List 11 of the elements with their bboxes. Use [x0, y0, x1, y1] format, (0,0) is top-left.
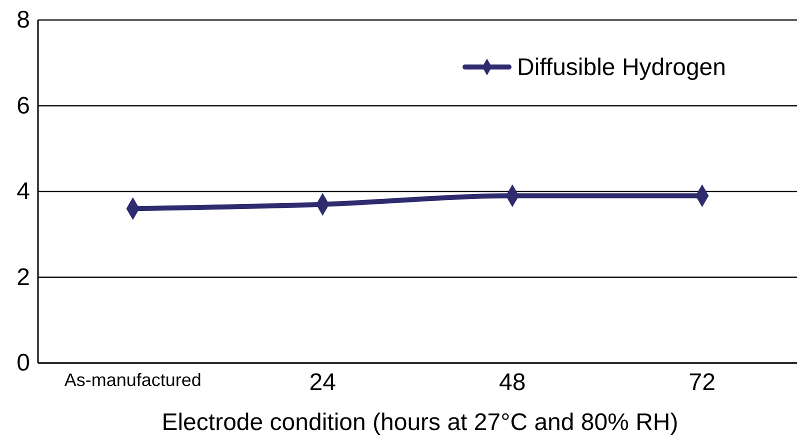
x-tick-label: As-manufactured: [64, 370, 202, 390]
y-tick-label: 0: [16, 350, 30, 377]
y-tick-label: 8: [16, 6, 30, 34]
x-tick-label: 24: [309, 369, 336, 396]
y-tick-label: 2: [16, 264, 30, 291]
x-axis-title: Electrode condition (hours at 27°C and 80% RH): [162, 409, 678, 436]
x-tick-label: 72: [688, 369, 716, 396]
y-tick-label: 6: [16, 92, 30, 120]
legend-label: Diffusible Hydrogen: [517, 54, 726, 81]
x-tick-label: 48: [499, 369, 526, 396]
y-tick-label: 4: [16, 178, 30, 206]
